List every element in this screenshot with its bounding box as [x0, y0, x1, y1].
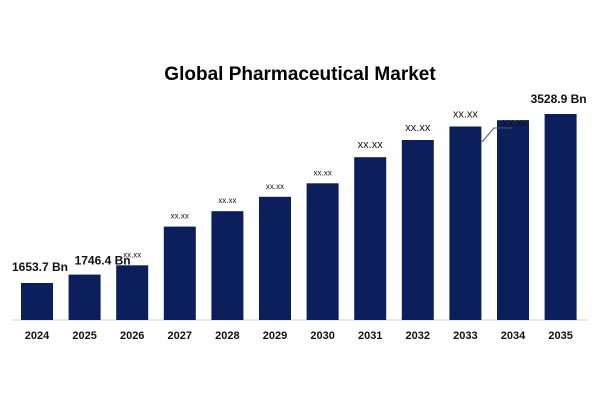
value-labels-group: 1653.7 Bn 1746.4 Bnxx.xxxx.xxxx.xxxx.xxxx…: [12, 92, 587, 274]
value-label-2032: xx.xx: [405, 122, 431, 134]
value-label-2026: xx.xx: [123, 250, 141, 259]
chart-title: Global Pharmaceutical Market: [164, 64, 436, 85]
bar-2029: [259, 196, 291, 320]
value-label-2034: xx.xx: [502, 117, 528, 129]
bar-2024: [21, 283, 53, 320]
x-tick-2029: 2029: [263, 330, 287, 342]
value-label-2031: xx.xx: [358, 139, 384, 151]
value-label-2030: xx.xx: [313, 168, 331, 177]
value-label-2027: xx.xx: [171, 212, 189, 221]
bar-2026: [116, 265, 149, 320]
bar-2025: [68, 274, 101, 320]
x-tick-2027: 2027: [168, 330, 192, 342]
x-tick-2025: 2025: [72, 330, 96, 342]
bar-2027: [163, 226, 196, 320]
bar-2030: [306, 183, 339, 320]
x-tick-2026: 2026: [120, 330, 144, 342]
x-tick-2024: 2024: [25, 330, 50, 342]
value-label-2025: 1746.4 Bn: [75, 254, 131, 268]
x-tick-labels-group: 2024 2025 2026 2027 2028 2029 2030 2031 2032 2033…: [25, 330, 573, 342]
annotation-leader-line: [481, 127, 512, 143]
bar-2035: [544, 114, 577, 320]
x-tick-2028: 2028: [215, 330, 239, 342]
value-label-2035: 3528.9 Bn: [531, 92, 587, 106]
bar-2028: [211, 211, 244, 320]
bar-2033: [449, 126, 482, 320]
bar-2034: [497, 120, 529, 320]
x-tick-2032: 2032: [406, 330, 430, 342]
x-tick-2030: 2030: [310, 330, 334, 342]
value-label-2029: xx.xx: [266, 182, 284, 191]
bar-2031: [354, 157, 387, 320]
x-tick-2034: 2034: [501, 330, 526, 342]
x-tick-2035: 2035: [548, 330, 572, 342]
x-tick-2031: 2031: [358, 330, 382, 342]
x-tick-2033: 2033: [453, 330, 477, 342]
value-label-2033: xx.xx: [453, 109, 479, 121]
bars-group: [21, 114, 577, 320]
value-label-2024: 1653.7 Bn: [12, 260, 68, 274]
value-label-2028: xx.xx: [218, 196, 236, 205]
bar-2032: [401, 140, 434, 320]
